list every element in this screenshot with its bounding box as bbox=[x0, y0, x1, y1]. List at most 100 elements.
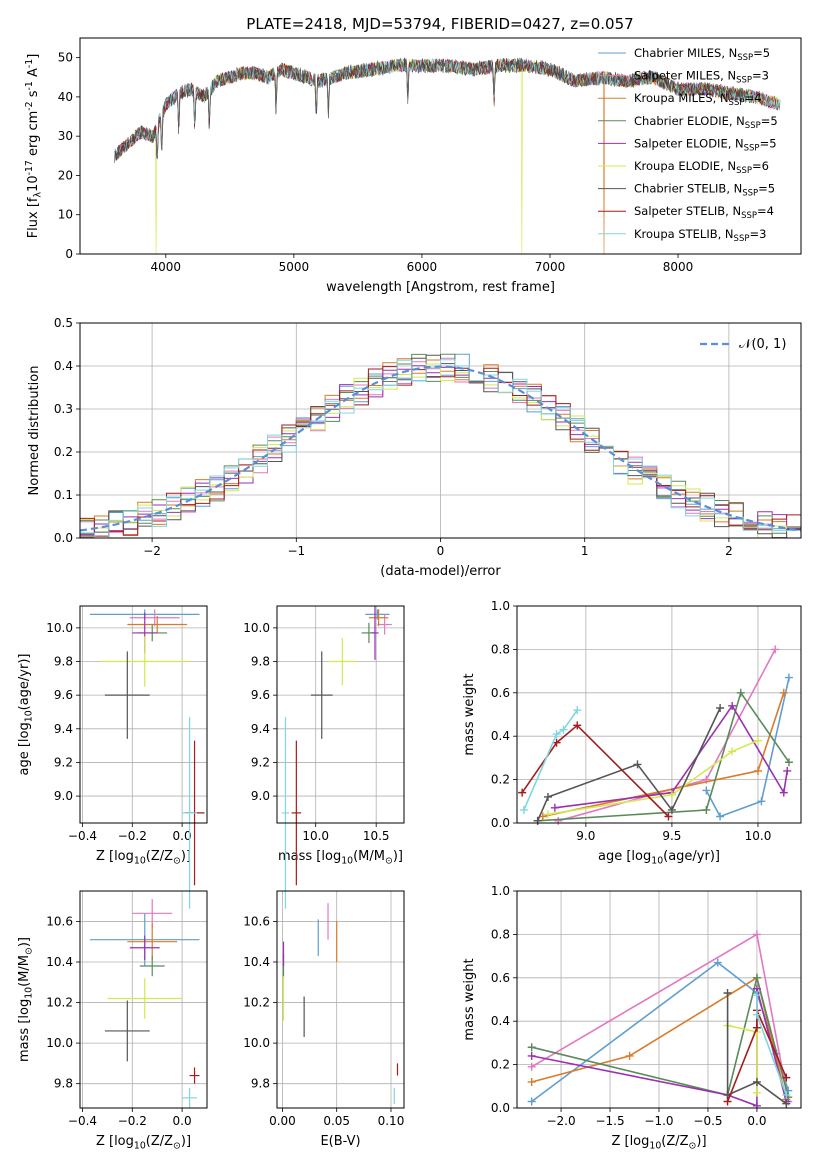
y-tick-label: 1.0 bbox=[491, 599, 510, 613]
weight-series-line bbox=[547, 739, 759, 816]
plus-marker bbox=[752, 1077, 761, 1086]
y-tick-label: 0.2 bbox=[54, 445, 73, 459]
plus-marker bbox=[667, 790, 676, 799]
plus-marker bbox=[752, 1088, 761, 1097]
plus-marker bbox=[519, 805, 528, 814]
y-tick-label: 0.8 bbox=[491, 642, 510, 656]
histogram-step bbox=[80, 366, 801, 537]
y-tick-label: 9.2 bbox=[54, 755, 73, 769]
panel-mass-vs-EBV: 0.00 0.05 0.10 9.8 10.0 10.2 10.4 10.6 E(B-V) bbox=[243, 890, 405, 1149]
x-axis-label: (data-model)/error bbox=[380, 564, 501, 579]
y-tick-label: 0.6 bbox=[491, 971, 510, 985]
x-tick-label: 7000 bbox=[535, 260, 566, 274]
data-spectrum-line bbox=[114, 57, 749, 164]
y-tick-label: 50 bbox=[58, 51, 73, 65]
plus-marker bbox=[784, 673, 793, 682]
panel-spectrum: 4000 5000 6000 7000 8000 0 10 20 30 40 50 wavelengt… bbox=[24, 37, 802, 295]
legend-label: Salpeter MILES, NSSP=3 bbox=[634, 69, 769, 86]
legend: Chabrier MILES, NSSP=5 Salpeter MILES, NS… bbox=[598, 46, 778, 244]
x-tick-label: 10.0 bbox=[745, 829, 772, 843]
plus-marker bbox=[752, 973, 761, 982]
y-tick-label: 0.4 bbox=[54, 359, 73, 373]
plus-marker bbox=[716, 703, 725, 712]
legend-label: Chabrier MILES, NSSP=5 bbox=[634, 46, 770, 63]
legend-label: Salpeter STELIB, NSSP=4 bbox=[634, 204, 774, 221]
legend-label: Kroupa ELODIE, NSSP=6 bbox=[634, 159, 769, 176]
plus-marker bbox=[543, 810, 552, 819]
y-tick-label: 10 bbox=[58, 208, 73, 222]
plus-marker bbox=[667, 805, 676, 814]
histogram-step bbox=[80, 359, 801, 539]
y-tick-label: 10.0 bbox=[46, 1036, 73, 1050]
plus-marker bbox=[552, 738, 561, 747]
y-axis-label: age [log10​(age/yr)] bbox=[17, 654, 35, 776]
plus-marker bbox=[716, 812, 725, 821]
y-tick-label: 9.0 bbox=[251, 789, 270, 803]
y-tick-label: 10.6 bbox=[46, 914, 73, 928]
error-bar-point bbox=[327, 637, 357, 686]
plot-area bbox=[114, 57, 781, 255]
plus-marker bbox=[713, 958, 722, 967]
x-tick-label: 0.10 bbox=[378, 1114, 405, 1128]
plot-area bbox=[79, 353, 802, 539]
axes-frame bbox=[79, 322, 802, 539]
error-bar-point bbox=[132, 899, 173, 928]
plus-marker bbox=[779, 688, 788, 697]
error-bar-point bbox=[371, 606, 379, 660]
plus-marker bbox=[554, 816, 563, 825]
plus-marker bbox=[533, 816, 542, 825]
x-axis-label: Z [log10​(Z/Z⊙​)] bbox=[611, 1134, 706, 1152]
axes-frame bbox=[276, 605, 405, 824]
y-tick-label: 9.0 bbox=[54, 789, 73, 803]
weight-series-line bbox=[521, 724, 670, 818]
error-bar-point bbox=[129, 609, 180, 627]
x-tick-label: 9.0 bbox=[576, 829, 595, 843]
plus-marker bbox=[783, 766, 792, 775]
x-tick-label: 9.5 bbox=[662, 829, 681, 843]
x-tick-label: 0.0 bbox=[747, 1114, 766, 1128]
error-bar-point bbox=[104, 1000, 150, 1062]
x-axis-label: Z [log10​(Z/Z⊙​)] bbox=[96, 1134, 191, 1152]
error-bar-point bbox=[99, 636, 190, 687]
y-tick-label: 9.4 bbox=[251, 722, 270, 736]
y-axis-label: mass [log10​(M/M⊙​)] bbox=[17, 937, 35, 1062]
y-tick-label: 0.4 bbox=[491, 1014, 510, 1028]
y-tick-label: 0.0 bbox=[54, 531, 73, 545]
weight-series-line bbox=[531, 933, 790, 1102]
x-tick-label: −0.5 bbox=[693, 1114, 722, 1128]
error-bar-point bbox=[182, 717, 198, 909]
y-tick-label: 9.4 bbox=[54, 722, 73, 736]
y-tick-label: 0.0 bbox=[491, 1101, 510, 1115]
x-tick-label: 10.5 bbox=[363, 829, 390, 843]
weight-series-line bbox=[705, 677, 790, 818]
plus-marker bbox=[782, 1090, 791, 1099]
y-axis-label: Normed distribution bbox=[27, 366, 42, 496]
histogram-step bbox=[80, 363, 801, 539]
plus-marker bbox=[752, 1023, 761, 1032]
x-axis-label: age [log10​(age/yr)] bbox=[598, 849, 720, 867]
x-axis-label: mass [log10​(M/M⊙​)] bbox=[278, 849, 403, 867]
y-tick-label: 0.3 bbox=[54, 402, 73, 416]
plot-area bbox=[518, 645, 793, 825]
x-tick-label: 0.0 bbox=[173, 1114, 192, 1128]
y-axis-label: Flux [fλ​10-17​ erg cm-2​ s-1​ A-1​] bbox=[24, 54, 44, 239]
plus-marker bbox=[752, 1010, 761, 1019]
weight-series-line bbox=[531, 977, 790, 1098]
y-tick-label: 9.6 bbox=[54, 688, 73, 702]
plus-marker bbox=[752, 991, 761, 1000]
y-tick-label: 10.6 bbox=[243, 914, 270, 928]
weight-series-line bbox=[531, 976, 788, 1100]
x-tick-label: 8000 bbox=[663, 260, 694, 274]
plus-marker bbox=[702, 786, 711, 795]
error-bar-point bbox=[368, 609, 389, 627]
figure-title: PLATE=2418, MJD=53794, FIBERID=0427, z=0… bbox=[246, 15, 633, 33]
error-bar-point bbox=[281, 717, 290, 909]
y-tick-label: 9.8 bbox=[251, 1077, 270, 1091]
plus-marker bbox=[784, 758, 793, 767]
error-bar-point bbox=[182, 1087, 198, 1108]
plus-marker bbox=[573, 706, 582, 715]
plus-marker bbox=[723, 988, 732, 997]
y-tick-label: 40 bbox=[58, 90, 73, 104]
x-tick-label: −1 bbox=[287, 544, 305, 558]
weight-series-line bbox=[531, 961, 790, 1103]
